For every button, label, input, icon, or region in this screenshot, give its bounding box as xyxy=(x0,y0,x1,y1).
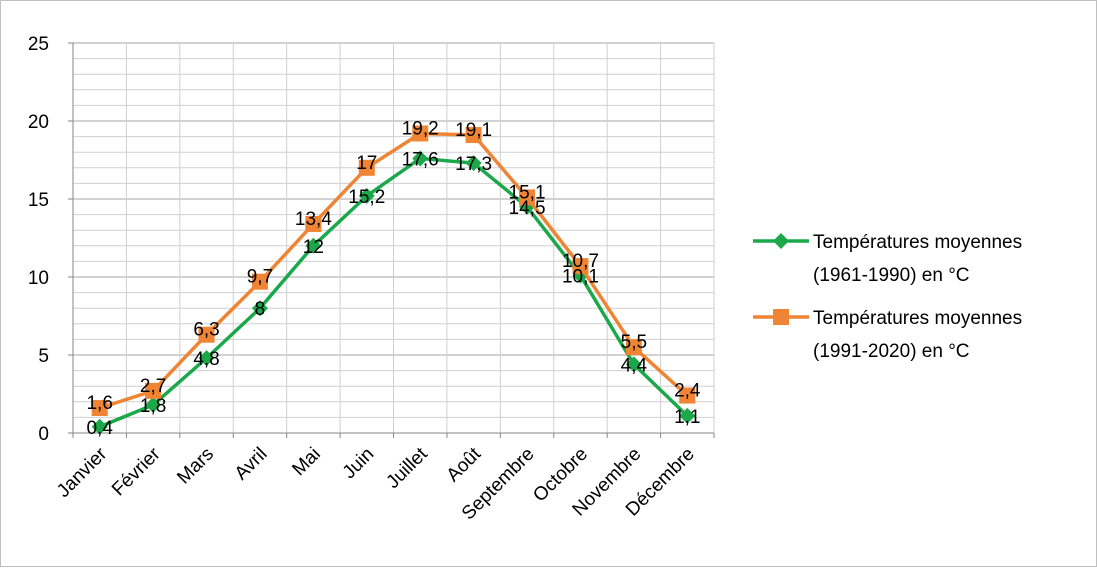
legend-marker xyxy=(773,233,789,249)
data-label: 10,7 xyxy=(562,251,599,272)
legend: Températures moyennes (1961-1990) en °C Te… xyxy=(753,232,1022,362)
x-tick-label: Janvier xyxy=(53,443,112,502)
data-label: 17,3 xyxy=(455,154,492,175)
data-label: 2,4 xyxy=(674,381,701,402)
y-tick-label: 25 xyxy=(28,34,49,55)
data-point-marker xyxy=(198,326,215,343)
data-point-marker xyxy=(91,400,108,417)
data-point-marker xyxy=(358,159,375,176)
data-label: 5,5 xyxy=(621,332,647,353)
legend-label: (1991-2020) en °C xyxy=(813,341,970,362)
data-label: 2,7 xyxy=(140,376,166,397)
legend-label: Températures moyennes xyxy=(813,232,1022,253)
data-point-marker xyxy=(145,382,162,399)
y-tick-label: 10 xyxy=(28,268,49,289)
data-point-marker xyxy=(679,387,696,404)
data-point-marker xyxy=(145,396,162,413)
data-label: 15,2 xyxy=(348,187,385,208)
data-point-marker xyxy=(412,150,429,167)
y-tick-label: 20 xyxy=(28,112,49,133)
data-label: 1,1 xyxy=(674,407,700,428)
data-point-marker xyxy=(412,125,429,142)
data-label: 6,3 xyxy=(193,320,219,341)
series-line-2 xyxy=(99,131,689,410)
legend-marker xyxy=(773,309,789,325)
data-point-marker xyxy=(251,300,268,317)
data-point-marker xyxy=(465,155,482,172)
data-point-marker xyxy=(198,350,215,367)
x-tick-label: Juillet xyxy=(383,443,433,493)
data-point-marker xyxy=(679,407,696,424)
x-tick-label: Août xyxy=(443,443,486,486)
x-tick-label: Avril xyxy=(231,444,272,485)
series-group xyxy=(91,125,696,435)
y-tick-label: 0 xyxy=(38,424,49,445)
data-point-marker xyxy=(251,273,268,290)
data-label: 14,5 xyxy=(509,198,546,219)
data-label: 17 xyxy=(356,153,377,174)
grid-lines xyxy=(72,42,715,434)
x-tick-label: Mai xyxy=(288,444,325,481)
x-tick-label: Juin xyxy=(339,444,378,483)
data-label: 19,1 xyxy=(455,120,492,141)
data-label: 13,4 xyxy=(295,209,332,230)
x-tick-label: Mars xyxy=(173,444,218,489)
data-point-marker xyxy=(465,127,482,144)
data-labels: 0,4 1,8 4,8 8 12 15,2 17,6 17,3 14,5 10,1 4,4 1,1 1,… xyxy=(86,118,700,438)
data-point-marker xyxy=(305,215,322,232)
data-point-marker xyxy=(625,356,642,373)
data-label: 8 xyxy=(255,299,266,320)
legend-label: Températures moyennes xyxy=(813,308,1022,329)
data-label: 12 xyxy=(303,237,324,258)
y-tick-label: 5 xyxy=(38,346,49,367)
data-label: 9,7 xyxy=(247,267,273,288)
data-point-marker xyxy=(305,237,322,254)
data-point-marker xyxy=(519,189,536,206)
data-label: 17,6 xyxy=(402,149,439,170)
x-tick-label: Février xyxy=(108,443,165,500)
data-point-marker xyxy=(625,339,642,356)
y-tick-label: 15 xyxy=(28,190,49,211)
data-label: 10,1 xyxy=(562,266,599,287)
data-label: 4,4 xyxy=(621,355,648,376)
data-label: 19,2 xyxy=(402,118,439,139)
data-label: 0,4 xyxy=(86,418,113,439)
data-point-marker xyxy=(91,418,108,435)
legend-label: (1961-1990) en °C xyxy=(813,265,970,286)
data-label: 15,1 xyxy=(509,182,546,203)
data-label: 4,8 xyxy=(193,349,219,370)
data-point-marker xyxy=(358,187,375,204)
data-label: 1,8 xyxy=(140,396,166,417)
data-point-marker xyxy=(572,258,589,275)
data-label: 1,6 xyxy=(86,393,112,414)
y-axis: 0 5 10 15 20 25 xyxy=(28,34,74,445)
series-line-1 xyxy=(99,156,689,429)
